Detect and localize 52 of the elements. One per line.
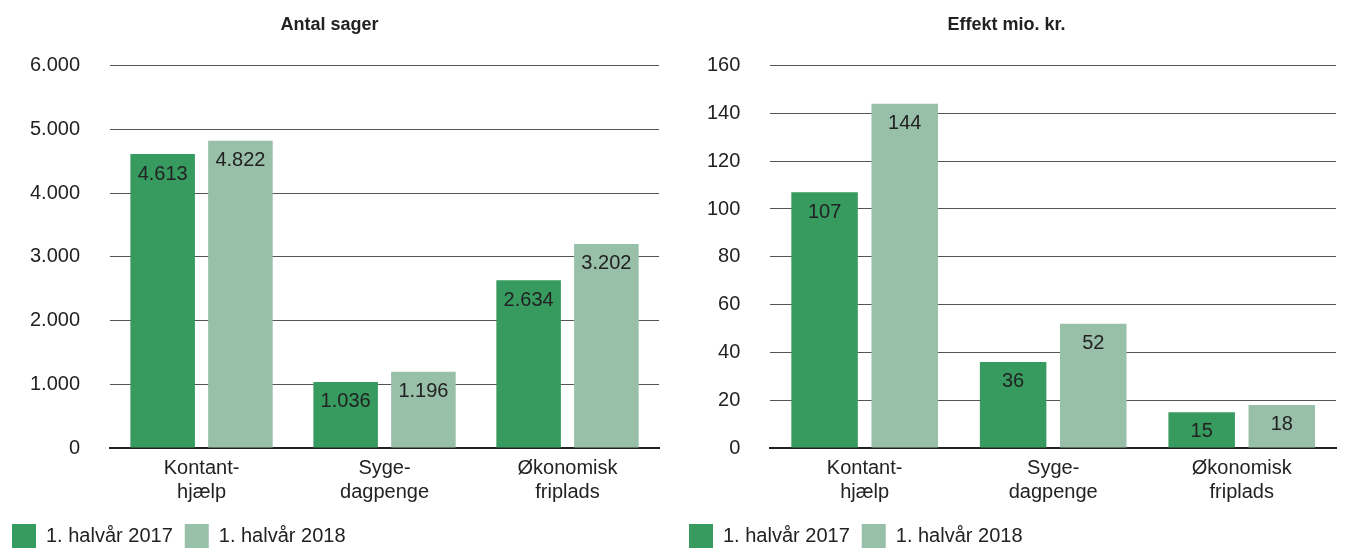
y-tick-label: 40 <box>718 339 741 362</box>
bar <box>1060 323 1127 448</box>
bar <box>208 140 273 448</box>
data-label: 1.196 <box>398 379 449 402</box>
y-tick-label: 3.000 <box>29 244 81 267</box>
y-tick-label: 140 <box>706 100 741 123</box>
y-tick-label: 6.000 <box>29 53 81 76</box>
x-tick-label: Økonomisk friplads <box>1191 455 1293 502</box>
data-label: 36 <box>1001 369 1025 392</box>
bar <box>574 243 639 448</box>
data-label: 52 <box>1082 331 1105 354</box>
data-label: 4.822 <box>215 148 266 171</box>
legend-label: 1. halvår 2017 <box>723 523 850 546</box>
y-tick-label: 20 <box>718 387 741 410</box>
y-tick-label: 4.000 <box>29 180 81 203</box>
bar <box>130 154 195 448</box>
x-tick-label: Kontant- hjælp <box>163 455 240 502</box>
y-tick-label: 5.000 <box>29 116 81 139</box>
y-tick-label: 0 <box>729 435 741 458</box>
data-label: 18 <box>1270 412 1293 435</box>
bar <box>979 361 1047 448</box>
legend-label: 1. halvår 2018 <box>895 523 1023 546</box>
x-tick-label: Syge- dagpenge <box>340 455 430 502</box>
y-tick-label: 60 <box>718 292 741 315</box>
x-tick-label: Økonomisk friplads <box>517 455 619 502</box>
x-tick-label: Kontant- hjælp <box>826 455 903 502</box>
bar <box>791 192 858 448</box>
data-label: 3.202 <box>581 251 632 274</box>
legend-label: 1. halvår 2017 <box>46 523 173 546</box>
data-label: 144 <box>888 111 922 134</box>
bar <box>391 371 456 448</box>
chart-title: Antal sager <box>280 13 379 34</box>
bar <box>313 381 378 448</box>
data-label: 107 <box>807 199 842 222</box>
x-tick-label: Syge- dagpenge <box>1008 455 1098 502</box>
bar <box>1248 404 1316 448</box>
legend-label: 1. halvår 2018 <box>218 523 346 546</box>
chart-title: Effekt mio. kr. <box>947 13 1066 34</box>
data-label: 2.634 <box>503 287 554 310</box>
y-tick-label: 0 <box>68 435 81 458</box>
y-tick-label: 80 <box>718 244 741 267</box>
y-tick-label: 160 <box>706 53 741 76</box>
y-tick-label: 2.000 <box>29 308 81 331</box>
y-tick-label: 120 <box>706 148 741 171</box>
data-label: 15 <box>1190 419 1213 442</box>
y-tick-label: 100 <box>706 196 741 219</box>
bar <box>496 280 561 448</box>
bar <box>871 103 938 448</box>
y-tick-label: 1.000 <box>29 371 81 394</box>
bar <box>1168 412 1235 448</box>
data-label: 4.613 <box>137 161 188 184</box>
data-label: 1.036 <box>320 389 371 412</box>
